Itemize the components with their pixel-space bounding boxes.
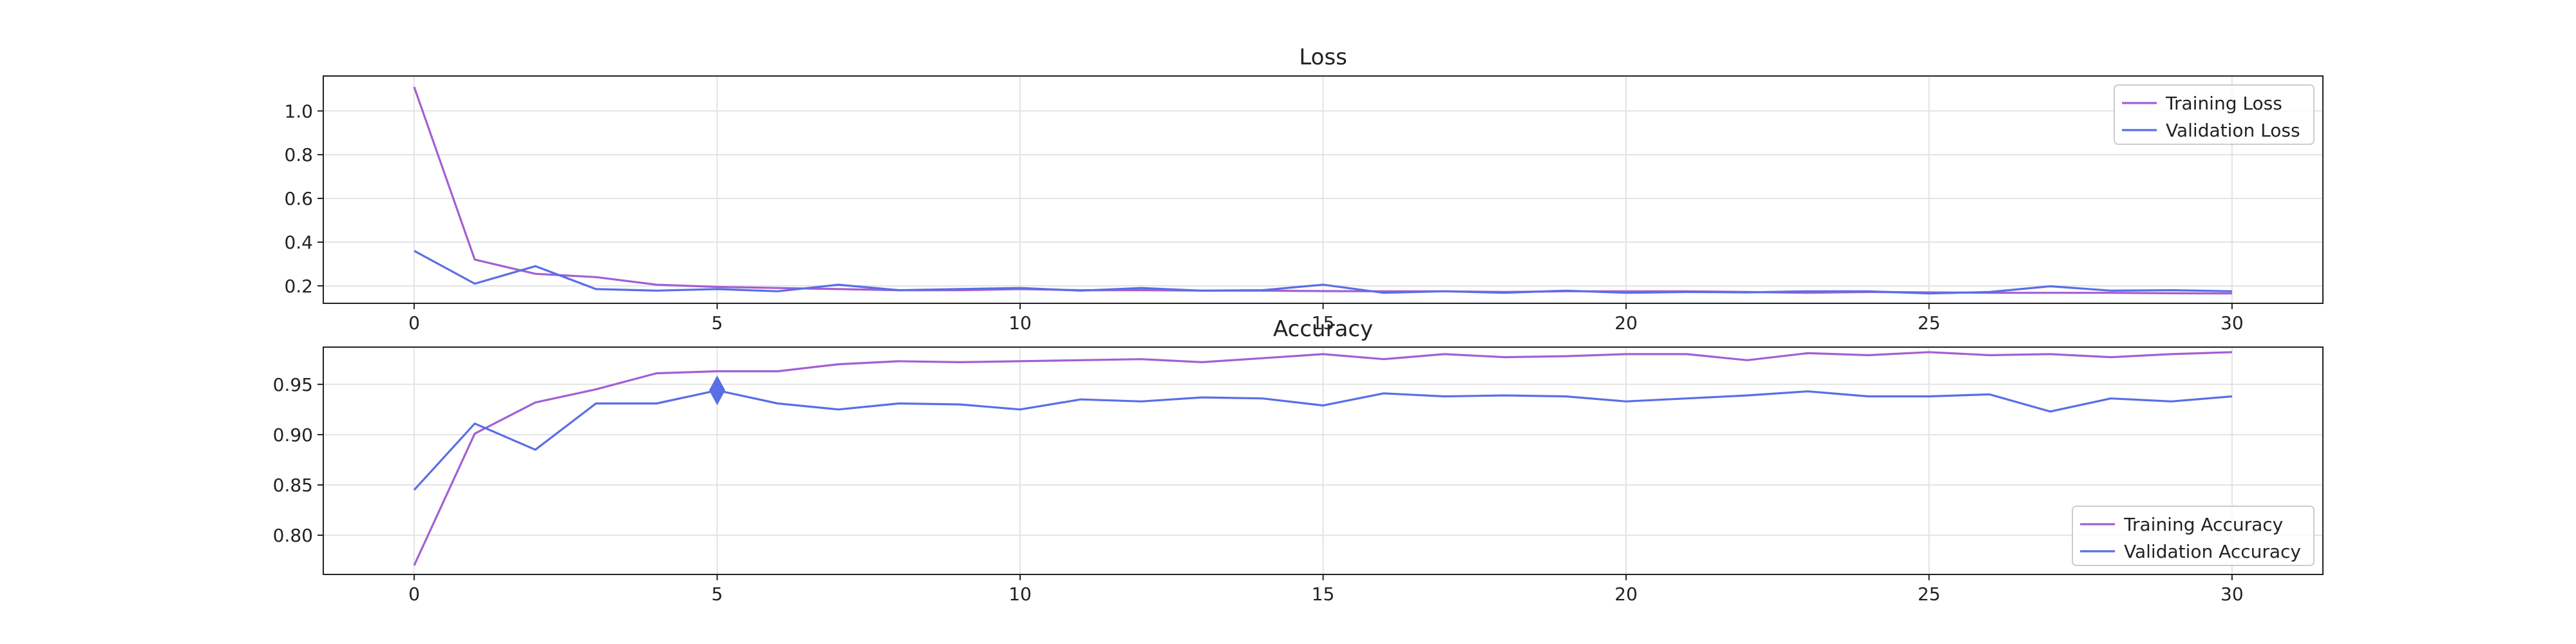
loss-xtick-label-25: 25	[1918, 312, 1941, 334]
accuracy-chart-title: Accuracy	[1273, 316, 1373, 342]
accuracy-xtick-label-10: 10	[1009, 583, 1032, 605]
loss-xtick-label-30: 30	[2221, 312, 2244, 334]
loss-ytick-label-1.0: 1.0	[284, 100, 313, 122]
loss-series	[413, 86, 2232, 295]
legend-label-validation-loss: Validation Loss	[2166, 120, 2300, 141]
training-accuracy-line	[413, 351, 2232, 566]
loss-xtick-label-15: 15	[1312, 312, 1335, 334]
accuracy-axis-ticks: 0 5 10 15 20 25 30 0.80 0.85 0.90 0.95	[273, 374, 2244, 605]
accuracy-ytick-label-0.85: 0.85	[273, 475, 313, 496]
legend-label-validation-accuracy: Validation Accuracy	[2124, 541, 2301, 562]
accuracy-ytick-label-0.90: 0.90	[273, 424, 313, 446]
validation-accuracy-marker	[709, 375, 726, 406]
loss-ytick-label-0.2: 0.2	[284, 276, 313, 297]
loss-legend-box	[2114, 84, 2315, 145]
accuracy-xtick-label-30: 30	[2221, 583, 2244, 605]
loss-ytick-label-0.4: 0.4	[284, 232, 313, 253]
accuracy-ytick-label-0.80: 0.80	[273, 525, 313, 546]
accuracy-grid	[323, 347, 2323, 574]
loss-ytick-label-0.6: 0.6	[284, 188, 313, 209]
accuracy-xtick-label-5: 5	[712, 583, 723, 605]
loss-xtick-label-0: 0	[408, 312, 420, 334]
loss-chart-panel: 0 5 10 15 20 25 30 0.2 0.4 0.6 0.8 1.0 Loss Trainin…	[284, 44, 2324, 334]
accuracy-xtick-label-0: 0	[408, 583, 420, 605]
training-loss-line	[413, 86, 2232, 295]
accuracy-legend-box	[2072, 506, 2315, 566]
loss-axis-ticks: 0 5 10 15 20 25 30 0.2 0.4 0.6 0.8 1.0	[284, 100, 2243, 334]
accuracy-xtick-label-20: 20	[1615, 583, 1638, 605]
accuracy-xtick-label-25: 25	[1918, 583, 1941, 605]
accuracy-legend: Training Accuracy Validation Accuracy	[2072, 506, 2315, 566]
loss-legend: Training Loss Validation Loss	[2114, 84, 2315, 145]
legend-label-training-accuracy: Training Accuracy	[2123, 514, 2283, 535]
loss-xtick-label-10: 10	[1009, 312, 1032, 334]
loss-chart-title: Loss	[1299, 44, 1347, 70]
legend-label-training-loss: Training Loss	[2165, 93, 2282, 114]
accuracy-ytick-label-0.95: 0.95	[273, 374, 313, 395]
validation-loss-line	[413, 250, 2232, 295]
loss-ytick-label-0.8: 0.8	[284, 144, 313, 166]
accuracy-series	[413, 351, 2233, 566]
loss-xtick-label-20: 20	[1615, 312, 1638, 334]
loss-grid	[323, 76, 2323, 303]
accuracy-xtick-label-15: 15	[1312, 583, 1335, 605]
accuracy-chart-panel: 0 5 10 15 20 25 30 0.80 0.85 0.90 0.95 Accuracy Tr…	[273, 316, 2324, 605]
loss-xtick-label-5: 5	[712, 312, 723, 334]
